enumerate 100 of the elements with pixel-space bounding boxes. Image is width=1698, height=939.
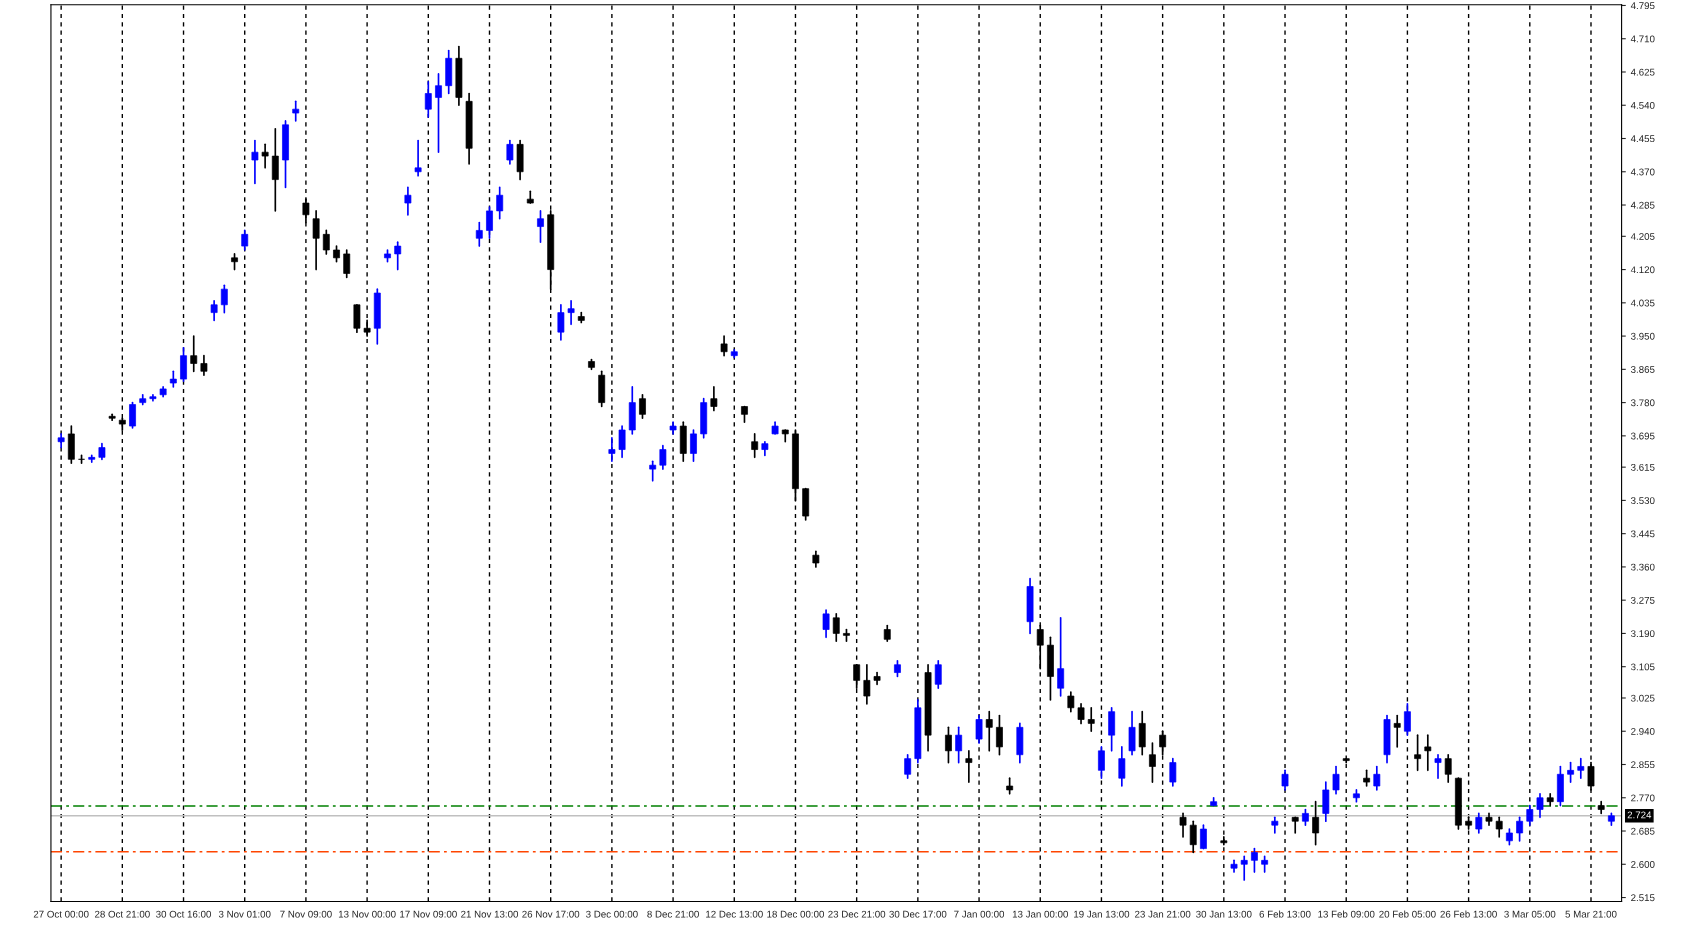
candlestick [241,229,249,251]
candlestick [1138,710,1146,756]
x-tick-label: 3 Nov 01:00 [218,910,271,918]
candlestick [1393,714,1401,748]
x-tick-label: 13 Nov 00:00 [338,910,396,918]
y-tick-label: 4.455 [1630,135,1655,143]
x-tick-label: 27 Oct 00:00 [33,910,89,918]
candlestick [1312,800,1320,846]
candlestick [1067,691,1075,713]
x-tick-label: 6 Feb 13:00 [1259,910,1311,918]
x-tick-label: 30 Oct 16:00 [156,910,211,918]
candlestick [1281,769,1289,791]
candlestick [1567,761,1574,783]
candlestick [1475,812,1483,834]
y-tick-label: 4.035 [1630,299,1655,307]
candlestick [220,284,228,314]
candlestick [557,303,565,341]
y-tick-label: 2.770 [1631,794,1655,802]
y-tick-label: 2.855 [1631,761,1655,769]
candlestick [1495,816,1503,838]
candlestick [1373,765,1381,791]
y-tick-label: 3.950 [1630,332,1655,340]
y-tick-label: 3.360 [1630,563,1655,571]
x-tick-label: 26 Nov 17:00 [522,910,580,918]
candlestick [934,659,942,690]
candlestick [210,300,218,322]
y-tick-label: 4.625 [1630,68,1655,76]
candlestick [832,613,840,643]
candlestick [608,436,616,463]
candlestick [1404,703,1411,736]
candlestick [639,393,646,420]
x-tick-label: 5 Mar 21:00 [1565,910,1617,918]
ref-line-label: 2.724 [1627,811,1652,819]
candlestick [1108,706,1116,752]
y-tick-label: 3.695 [1630,432,1655,440]
y-tick-label: 2.685 [1631,827,1655,835]
y-tick-label: 4.370 [1630,168,1655,176]
y-tick-label: 4.795 [1630,2,1655,10]
candlestick [496,186,504,220]
candlestick [190,335,198,373]
candlestick [1251,847,1258,873]
candlestick [649,460,657,482]
candlestick [322,229,330,255]
candlestick [261,143,269,169]
candlestick [343,249,351,279]
y-tick-label: 3.530 [1630,497,1655,505]
candlestick [1526,804,1534,826]
candlestick [955,726,963,764]
candlestick [1444,753,1452,783]
candlestick [1577,757,1585,780]
candlestick [251,139,259,185]
candlestick [1240,855,1248,881]
y-tick-label: 4.710 [1630,35,1655,43]
x-tick-label: 23 Jan 21:00 [1135,910,1191,918]
x-tick-label: 13 Feb 09:00 [1318,910,1375,918]
candlestick [567,300,575,326]
x-tick-label: 7 Nov 09:00 [280,910,332,918]
candlestick [353,303,361,334]
candlestick [1516,816,1524,842]
candlestick [1118,746,1126,787]
x-tick-label: 23 Dec 21:00 [828,910,886,918]
candlestick [180,346,187,382]
candlestick [710,386,718,412]
candlestick [690,429,697,463]
candlestick [363,319,371,337]
y-tick-label: 2.600 [1631,861,1655,868]
candlestick [904,753,912,780]
candlestick [720,335,728,357]
candlestick [435,73,442,154]
x-tick-label: 21 Nov 13:00 [461,910,519,918]
x-tick-label: 12 Dec 13:00 [706,910,763,918]
candlestick [506,139,514,165]
candlestick [312,210,320,271]
y-tick-label: 2.515 [1631,894,1655,902]
y-tick-label: 3.190 [1630,630,1655,638]
candlestick [424,80,432,118]
candlestick [1098,746,1105,780]
x-tick-label: 3 Dec 00:00 [586,910,638,918]
y-tick-label: 3.865 [1630,366,1655,373]
candlestick [292,100,300,122]
x-tick-label: 20 Feb 05:00 [1379,910,1436,918]
candlestick [1200,824,1207,850]
x-tick-label: 8 Dec 21:00 [647,910,699,918]
y-tick-label: 4.205 [1630,233,1655,240]
candlestick [985,710,993,752]
y-tick-label: 3.025 [1630,694,1655,702]
x-tick-label: 28 Oct 21:00 [94,910,150,918]
candlestick [751,433,759,459]
x-tick-label: 30 Dec 17:00 [889,910,947,918]
x-tick-label: 26 Feb 13:00 [1440,910,1497,918]
y-tick-label: 3.105 [1630,663,1655,671]
candlestick [996,714,1003,756]
y-tick-label: 4.120 [1630,266,1655,274]
y-tick-label: 4.285 [1630,201,1655,209]
candlestick [1057,616,1065,697]
candlestick [618,425,626,459]
candlestick [1424,734,1432,772]
y-tick-label: 3.780 [1630,399,1655,407]
candlestick [1077,703,1085,725]
candlestick [1332,765,1340,795]
